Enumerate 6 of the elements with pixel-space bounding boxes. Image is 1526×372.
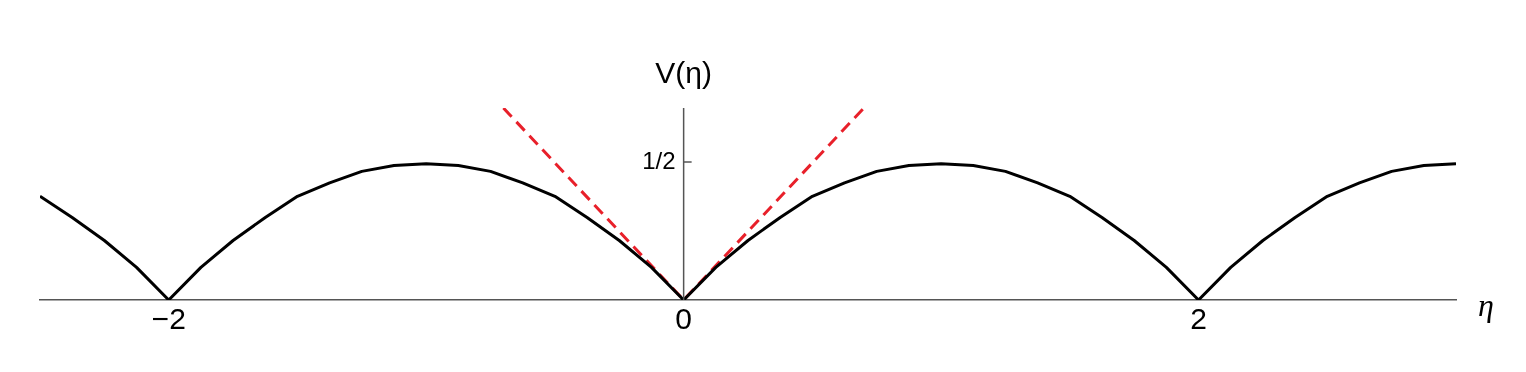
x-tick-label: −2 bbox=[151, 302, 186, 336]
x-tick-label: 0 bbox=[675, 302, 692, 336]
annotation: 1/2 bbox=[642, 146, 676, 174]
x-tick-label: 2 bbox=[1190, 302, 1207, 336]
x-axis-title: η bbox=[1478, 287, 1494, 324]
y-axis-title: V(η) bbox=[655, 56, 712, 90]
